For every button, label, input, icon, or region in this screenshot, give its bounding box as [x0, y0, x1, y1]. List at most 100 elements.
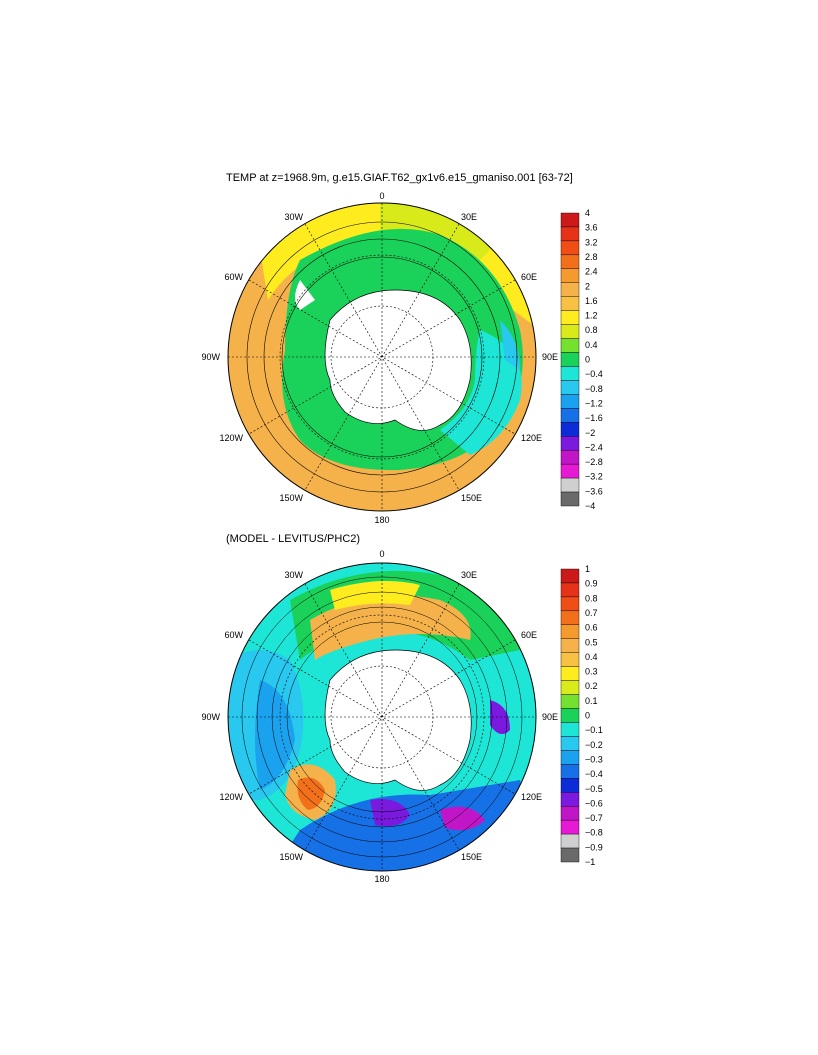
- top-colorbar-swatch: [560, 310, 580, 325]
- top-lon-label: 120E: [521, 433, 542, 443]
- top-colorbar-swatch: [560, 324, 580, 339]
- bottom-colorbar-swatch: [560, 792, 580, 807]
- bottom-colorbar-swatch: [560, 833, 580, 849]
- top-colorbar-swatch: [560, 338, 580, 353]
- top-colorbar-swatch: [560, 226, 580, 242]
- bottom-lon-label: 0: [379, 549, 384, 559]
- top-colorbar-label: 2.4: [585, 267, 598, 277]
- top-lon-label: 150E: [461, 493, 482, 503]
- bottom-field-magenta-patch: [440, 806, 485, 831]
- bottom-colorbar-label: −0.9: [585, 842, 603, 852]
- bottom-colorbar-swatch: [560, 610, 580, 626]
- top-field-lightblue-patch: [500, 320, 520, 370]
- top-lon-label: 60E: [521, 272, 537, 282]
- top-colorbar-swatch: [560, 282, 580, 297]
- top-colorbar-label: 4: [585, 208, 590, 218]
- bottom-colorbar-swatch: [560, 736, 580, 751]
- top-lon-label: 30W: [284, 212, 303, 222]
- bottom-colorbar-swatch: [560, 680, 580, 695]
- bottom-colorbar-label: −0.7: [585, 813, 603, 823]
- top-colorbar-label: −2.4: [585, 442, 603, 452]
- bottom-colorbar-label: 0.9: [585, 579, 598, 589]
- top-colorbar-label: 0: [585, 355, 590, 365]
- bottom-colorbar-swatch: [560, 596, 580, 612]
- bottom-map-boundary: [227, 562, 537, 872]
- top-antarctica-land: [324, 289, 472, 431]
- top-colorbar-label: 2.8: [585, 252, 598, 262]
- top-colorbar-swatch: [560, 422, 580, 437]
- bottom-lon-label: 150E: [461, 852, 482, 862]
- top-colorbar-label: 0.4: [585, 340, 598, 350]
- top-graticule: [228, 203, 536, 511]
- bottom-colorbar-swatch: [560, 568, 580, 584]
- top-colorbar-label: 3.6: [585, 223, 598, 233]
- bottom-colorbar-label: −0.4: [585, 769, 603, 779]
- bottom-field-red-120w: [297, 777, 325, 810]
- top-colorbar-swatch: [560, 449, 580, 465]
- top-colorbar-label: −2.8: [585, 457, 603, 467]
- bottom-colorbar-swatch: [560, 694, 580, 709]
- top-colorbar-swatch: [560, 394, 580, 409]
- bottom-colorbar-label: 0: [585, 711, 590, 721]
- top-colorbar-swatch: [560, 491, 580, 507]
- top-colorbar-swatch: [560, 296, 580, 311]
- top-lon-label: 90W: [201, 352, 220, 362]
- bottom-lon-label: 60E: [521, 630, 537, 640]
- bottom-colorbar-swatch: [560, 805, 580, 821]
- bottom-panel-title: (MODEL - LEVITUS/PHC2): [226, 533, 361, 545]
- bottom-lon-label: 150W: [279, 852, 303, 862]
- bottom-colorbar-swatch: [560, 624, 580, 639]
- bottom-colorbar-swatch: [560, 750, 580, 765]
- top-field-cyan-sector: [440, 330, 522, 455]
- top-colorbar-swatch: [560, 380, 580, 395]
- top-lon-label: 150W: [279, 493, 303, 503]
- bottom-colorbar-label: 1: [585, 564, 590, 574]
- top-colorbar-label: 3.2: [585, 237, 598, 247]
- bottom-colorbar-label: 0.5: [585, 637, 598, 647]
- bottom-colorbar-swatch: [560, 778, 580, 793]
- bottom-polar-map: 0 30E 60E 90E 120E 150E 180 150W 120W 90…: [201, 549, 602, 884]
- top-colorbar-swatch: [560, 366, 580, 381]
- top-panel-title: TEMP at z=1968.9m, g.e15.GIAF.T62_gx1v6.…: [226, 172, 573, 184]
- bottom-colorbar: 1 0.9 0.8 0.7 0.6 0.5 0.4 0.3 0.2 0.1 0 −0.1 −0.2 −0.…: [560, 564, 603, 867]
- bottom-lon-label: 90W: [201, 712, 220, 722]
- top-colorbar-label: −0.4: [585, 369, 603, 379]
- bottom-colorbar-swatch: [560, 666, 580, 681]
- top-colorbar-swatch: [560, 477, 580, 493]
- top-colorbar-swatch: [560, 212, 580, 228]
- top-colorbar-label: 1.6: [585, 296, 598, 306]
- top-colorbar-swatch: [560, 436, 580, 451]
- bottom-antarctica-land: [324, 649, 472, 791]
- bottom-colorbar-swatch: [560, 638, 580, 653]
- bottom-lon-label: 90E: [542, 712, 558, 722]
- top-longitude-labels: 0 30E 60E 90E 120E 150E 180 150W 120W 90…: [201, 191, 558, 525]
- bottom-colorbar-label: −0.3: [585, 754, 603, 764]
- bottom-lon-label: 60W: [224, 630, 243, 640]
- top-map-boundary: [227, 202, 537, 512]
- top-lon-label: 180: [374, 515, 389, 525]
- top-lon-label: 90E: [542, 352, 558, 362]
- top-polar-map: 0 30E 60E 90E 120E 150E 180 150W 120W 90…: [201, 191, 602, 525]
- bottom-graticule: [228, 563, 536, 871]
- top-colorbar-label: 0.8: [585, 325, 598, 335]
- bottom-field-blue-west: [255, 680, 295, 790]
- bottom-colorbar-swatch: [560, 819, 580, 835]
- top-antarctic-peninsula: [295, 280, 315, 310]
- bottom-colorbar-swatch: [560, 708, 580, 723]
- bottom-colorbar-label: 0.8: [585, 593, 598, 603]
- bottom-lon-label: 120E: [521, 792, 542, 802]
- top-colorbar-swatch: [560, 352, 580, 367]
- top-colorbar-label: 2: [585, 281, 590, 291]
- bottom-colorbar-label: −1: [585, 857, 595, 867]
- top-colorbar-swatch: [560, 268, 580, 283]
- bottom-longitude-labels: 0 30E 60E 90E 120E 150E 180 150W 120W 90…: [201, 549, 558, 884]
- top-lon-label: 30E: [461, 212, 477, 222]
- bottom-colorbar-label: 0.2: [585, 681, 598, 691]
- bottom-colorbar-label: −0.5: [585, 784, 603, 794]
- bottom-lon-label: 30E: [461, 570, 477, 580]
- top-colorbar-label: −3.6: [585, 486, 603, 496]
- top-lon-label: 120W: [219, 433, 243, 443]
- top-colorbar-swatch: [560, 240, 580, 256]
- top-colorbar-label: −0.8: [585, 384, 603, 394]
